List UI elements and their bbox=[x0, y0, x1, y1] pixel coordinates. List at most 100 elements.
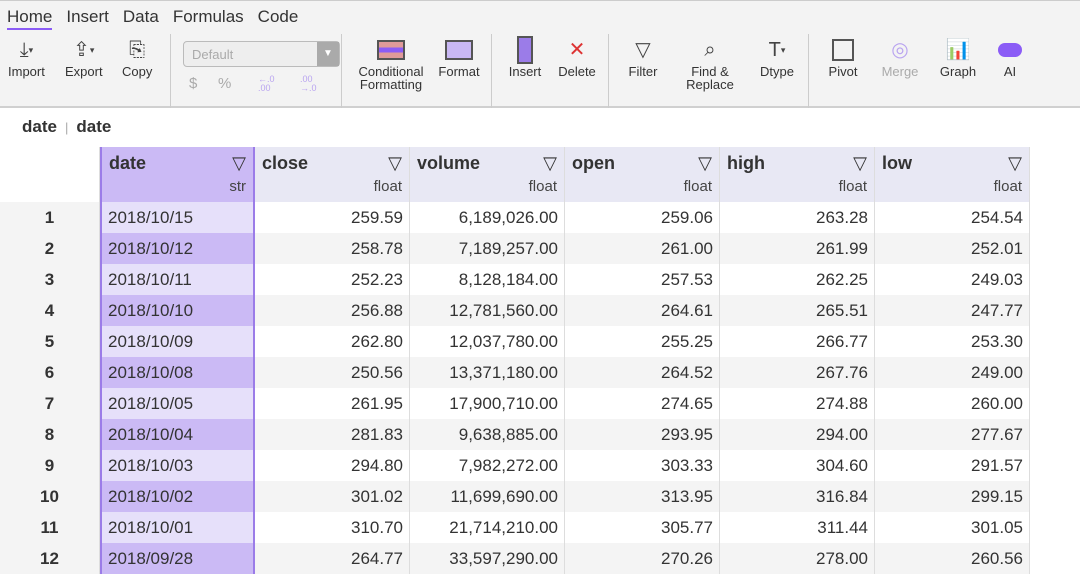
row-number[interactable]: 10 bbox=[0, 481, 100, 512]
cell-close[interactable]: 259.59 bbox=[255, 202, 410, 233]
dtype-button[interactable]: T ▾ Dtype bbox=[756, 35, 798, 101]
cell-date[interactable]: 2018/10/01 bbox=[100, 512, 255, 543]
filter-icon[interactable]: ▽ bbox=[232, 153, 246, 173]
cell-low[interactable]: 249.00 bbox=[875, 357, 1030, 388]
cell-low[interactable]: 260.00 bbox=[875, 388, 1030, 419]
tab-home[interactable]: Home bbox=[7, 7, 53, 30]
cell-low[interactable]: 252.01 bbox=[875, 233, 1030, 264]
format-button[interactable]: Format bbox=[436, 35, 482, 101]
cell-high[interactable]: 265.51 bbox=[720, 295, 875, 326]
cell-open[interactable]: 264.52 bbox=[565, 357, 720, 388]
export-button[interactable]: ⇪ ▾ Export bbox=[65, 35, 103, 101]
import-button[interactable]: ⤓ ▾ Import bbox=[8, 35, 45, 101]
row-number[interactable]: 7 bbox=[0, 388, 100, 419]
cell-low[interactable]: 254.54 bbox=[875, 202, 1030, 233]
filter-icon[interactable]: ▽ bbox=[543, 153, 557, 173]
cell-open[interactable]: 255.25 bbox=[565, 326, 720, 357]
cell-close[interactable]: 310.70 bbox=[255, 512, 410, 543]
cell-close[interactable]: 252.23 bbox=[255, 264, 410, 295]
cell-volume[interactable]: 17,900,710.00 bbox=[410, 388, 565, 419]
cell-open[interactable]: 313.95 bbox=[565, 481, 720, 512]
cell-open[interactable]: 259.06 bbox=[565, 202, 720, 233]
merge-button[interactable]: ◎ Merge bbox=[878, 35, 922, 101]
cell-close[interactable]: 258.78 bbox=[255, 233, 410, 264]
tab-data[interactable]: Data bbox=[122, 7, 159, 26]
ai-button[interactable]: AI bbox=[996, 35, 1024, 101]
tab-formulas[interactable]: Formulas bbox=[172, 7, 244, 26]
cell-date[interactable]: 2018/10/02 bbox=[100, 481, 255, 512]
row-number[interactable]: 5 bbox=[0, 326, 100, 357]
delete-button[interactable]: ✕ Delete bbox=[556, 35, 598, 101]
cell-high[interactable]: 274.88 bbox=[720, 388, 875, 419]
corner-cell[interactable] bbox=[0, 147, 100, 202]
cell-open[interactable]: 305.77 bbox=[565, 512, 720, 543]
cell-volume[interactable]: 12,781,560.00 bbox=[410, 295, 565, 326]
cell-date[interactable]: 2018/10/05 bbox=[100, 388, 255, 419]
row-number[interactable]: 11 bbox=[0, 512, 100, 543]
cell-high[interactable]: 311.44 bbox=[720, 512, 875, 543]
cell-date[interactable]: 2018/10/03 bbox=[100, 450, 255, 481]
cell-date[interactable]: 2018/09/28 bbox=[100, 543, 255, 574]
cell-volume[interactable]: 7,189,257.00 bbox=[410, 233, 565, 264]
cell-open[interactable]: 261.00 bbox=[565, 233, 720, 264]
insert-button[interactable]: Insert bbox=[505, 35, 545, 101]
cell-date[interactable]: 2018/10/09 bbox=[100, 326, 255, 357]
column-header-low[interactable]: low ▽ float bbox=[875, 147, 1030, 202]
column-header-date[interactable]: date ▽ str bbox=[100, 147, 255, 202]
cell-date[interactable]: 2018/10/15 bbox=[100, 202, 255, 233]
cell-high[interactable]: 267.76 bbox=[720, 357, 875, 388]
cell-low[interactable]: 253.30 bbox=[875, 326, 1030, 357]
cell-open[interactable]: 257.53 bbox=[565, 264, 720, 295]
cell-high[interactable]: 262.25 bbox=[720, 264, 875, 295]
row-number[interactable]: 9 bbox=[0, 450, 100, 481]
decrease-decimal-button[interactable]: ←.0 .00 bbox=[258, 74, 275, 93]
cell-volume[interactable]: 7,982,272.00 bbox=[410, 450, 565, 481]
column-header-volume[interactable]: volume ▽ float bbox=[410, 147, 565, 202]
increase-decimal-button[interactable]: .00 →.0 bbox=[300, 74, 317, 93]
filter-icon[interactable]: ▽ bbox=[698, 153, 712, 173]
cell-volume[interactable]: 13,371,180.00 bbox=[410, 357, 565, 388]
conditional-formatting-button[interactable]: Conditional Formatting bbox=[354, 35, 428, 101]
cell-volume[interactable]: 11,699,690.00 bbox=[410, 481, 565, 512]
cell-high[interactable]: 278.00 bbox=[720, 543, 875, 574]
cell-high[interactable]: 261.99 bbox=[720, 233, 875, 264]
cell-date[interactable]: 2018/10/10 bbox=[100, 295, 255, 326]
filter-button[interactable]: ▽ Filter bbox=[624, 35, 662, 101]
cell-close[interactable]: 250.56 bbox=[255, 357, 410, 388]
cell-low[interactable]: 299.15 bbox=[875, 481, 1030, 512]
copy-button[interactable]: ⎘ Copy bbox=[122, 35, 152, 101]
cell-volume[interactable]: 8,128,184.00 bbox=[410, 264, 565, 295]
cell-volume[interactable]: 12,037,780.00 bbox=[410, 326, 565, 357]
pivot-button[interactable]: Pivot bbox=[825, 35, 861, 101]
cell-volume[interactable]: 9,638,885.00 bbox=[410, 419, 565, 450]
row-number[interactable]: 12 bbox=[0, 543, 100, 574]
cell-volume[interactable]: 6,189,026.00 bbox=[410, 202, 565, 233]
cell-close[interactable]: 262.80 bbox=[255, 326, 410, 357]
cell-close[interactable]: 256.88 bbox=[255, 295, 410, 326]
percent-button[interactable]: % bbox=[218, 75, 232, 92]
cell-low[interactable]: 249.03 bbox=[875, 264, 1030, 295]
cell-date[interactable]: 2018/10/08 bbox=[100, 357, 255, 388]
filter-icon[interactable]: ▽ bbox=[853, 153, 867, 173]
cell-high[interactable]: 304.60 bbox=[720, 450, 875, 481]
cell-low[interactable]: 291.57 bbox=[875, 450, 1030, 481]
cell-low[interactable]: 301.05 bbox=[875, 512, 1030, 543]
row-number[interactable]: 1 bbox=[0, 202, 100, 233]
cell-high[interactable]: 316.84 bbox=[720, 481, 875, 512]
column-header-high[interactable]: high ▽ float bbox=[720, 147, 875, 202]
cell-high[interactable]: 266.77 bbox=[720, 326, 875, 357]
cell-date[interactable]: 2018/10/11 bbox=[100, 264, 255, 295]
cell-close[interactable]: 261.95 bbox=[255, 388, 410, 419]
column-header-close[interactable]: close ▽ float bbox=[255, 147, 410, 202]
cell-date[interactable]: 2018/10/04 bbox=[100, 419, 255, 450]
breadcrumb-sheet[interactable]: date bbox=[22, 117, 57, 136]
row-number[interactable]: 6 bbox=[0, 357, 100, 388]
cell-open[interactable]: 270.26 bbox=[565, 543, 720, 574]
cell-high[interactable]: 294.00 bbox=[720, 419, 875, 450]
cell-volume[interactable]: 33,597,290.00 bbox=[410, 543, 565, 574]
number-format-select[interactable]: Default ▼ bbox=[183, 41, 340, 67]
cell-open[interactable]: 303.33 bbox=[565, 450, 720, 481]
breadcrumb-column[interactable]: date bbox=[76, 117, 112, 136]
cell-open[interactable]: 293.95 bbox=[565, 419, 720, 450]
cell-low[interactable]: 277.67 bbox=[875, 419, 1030, 450]
